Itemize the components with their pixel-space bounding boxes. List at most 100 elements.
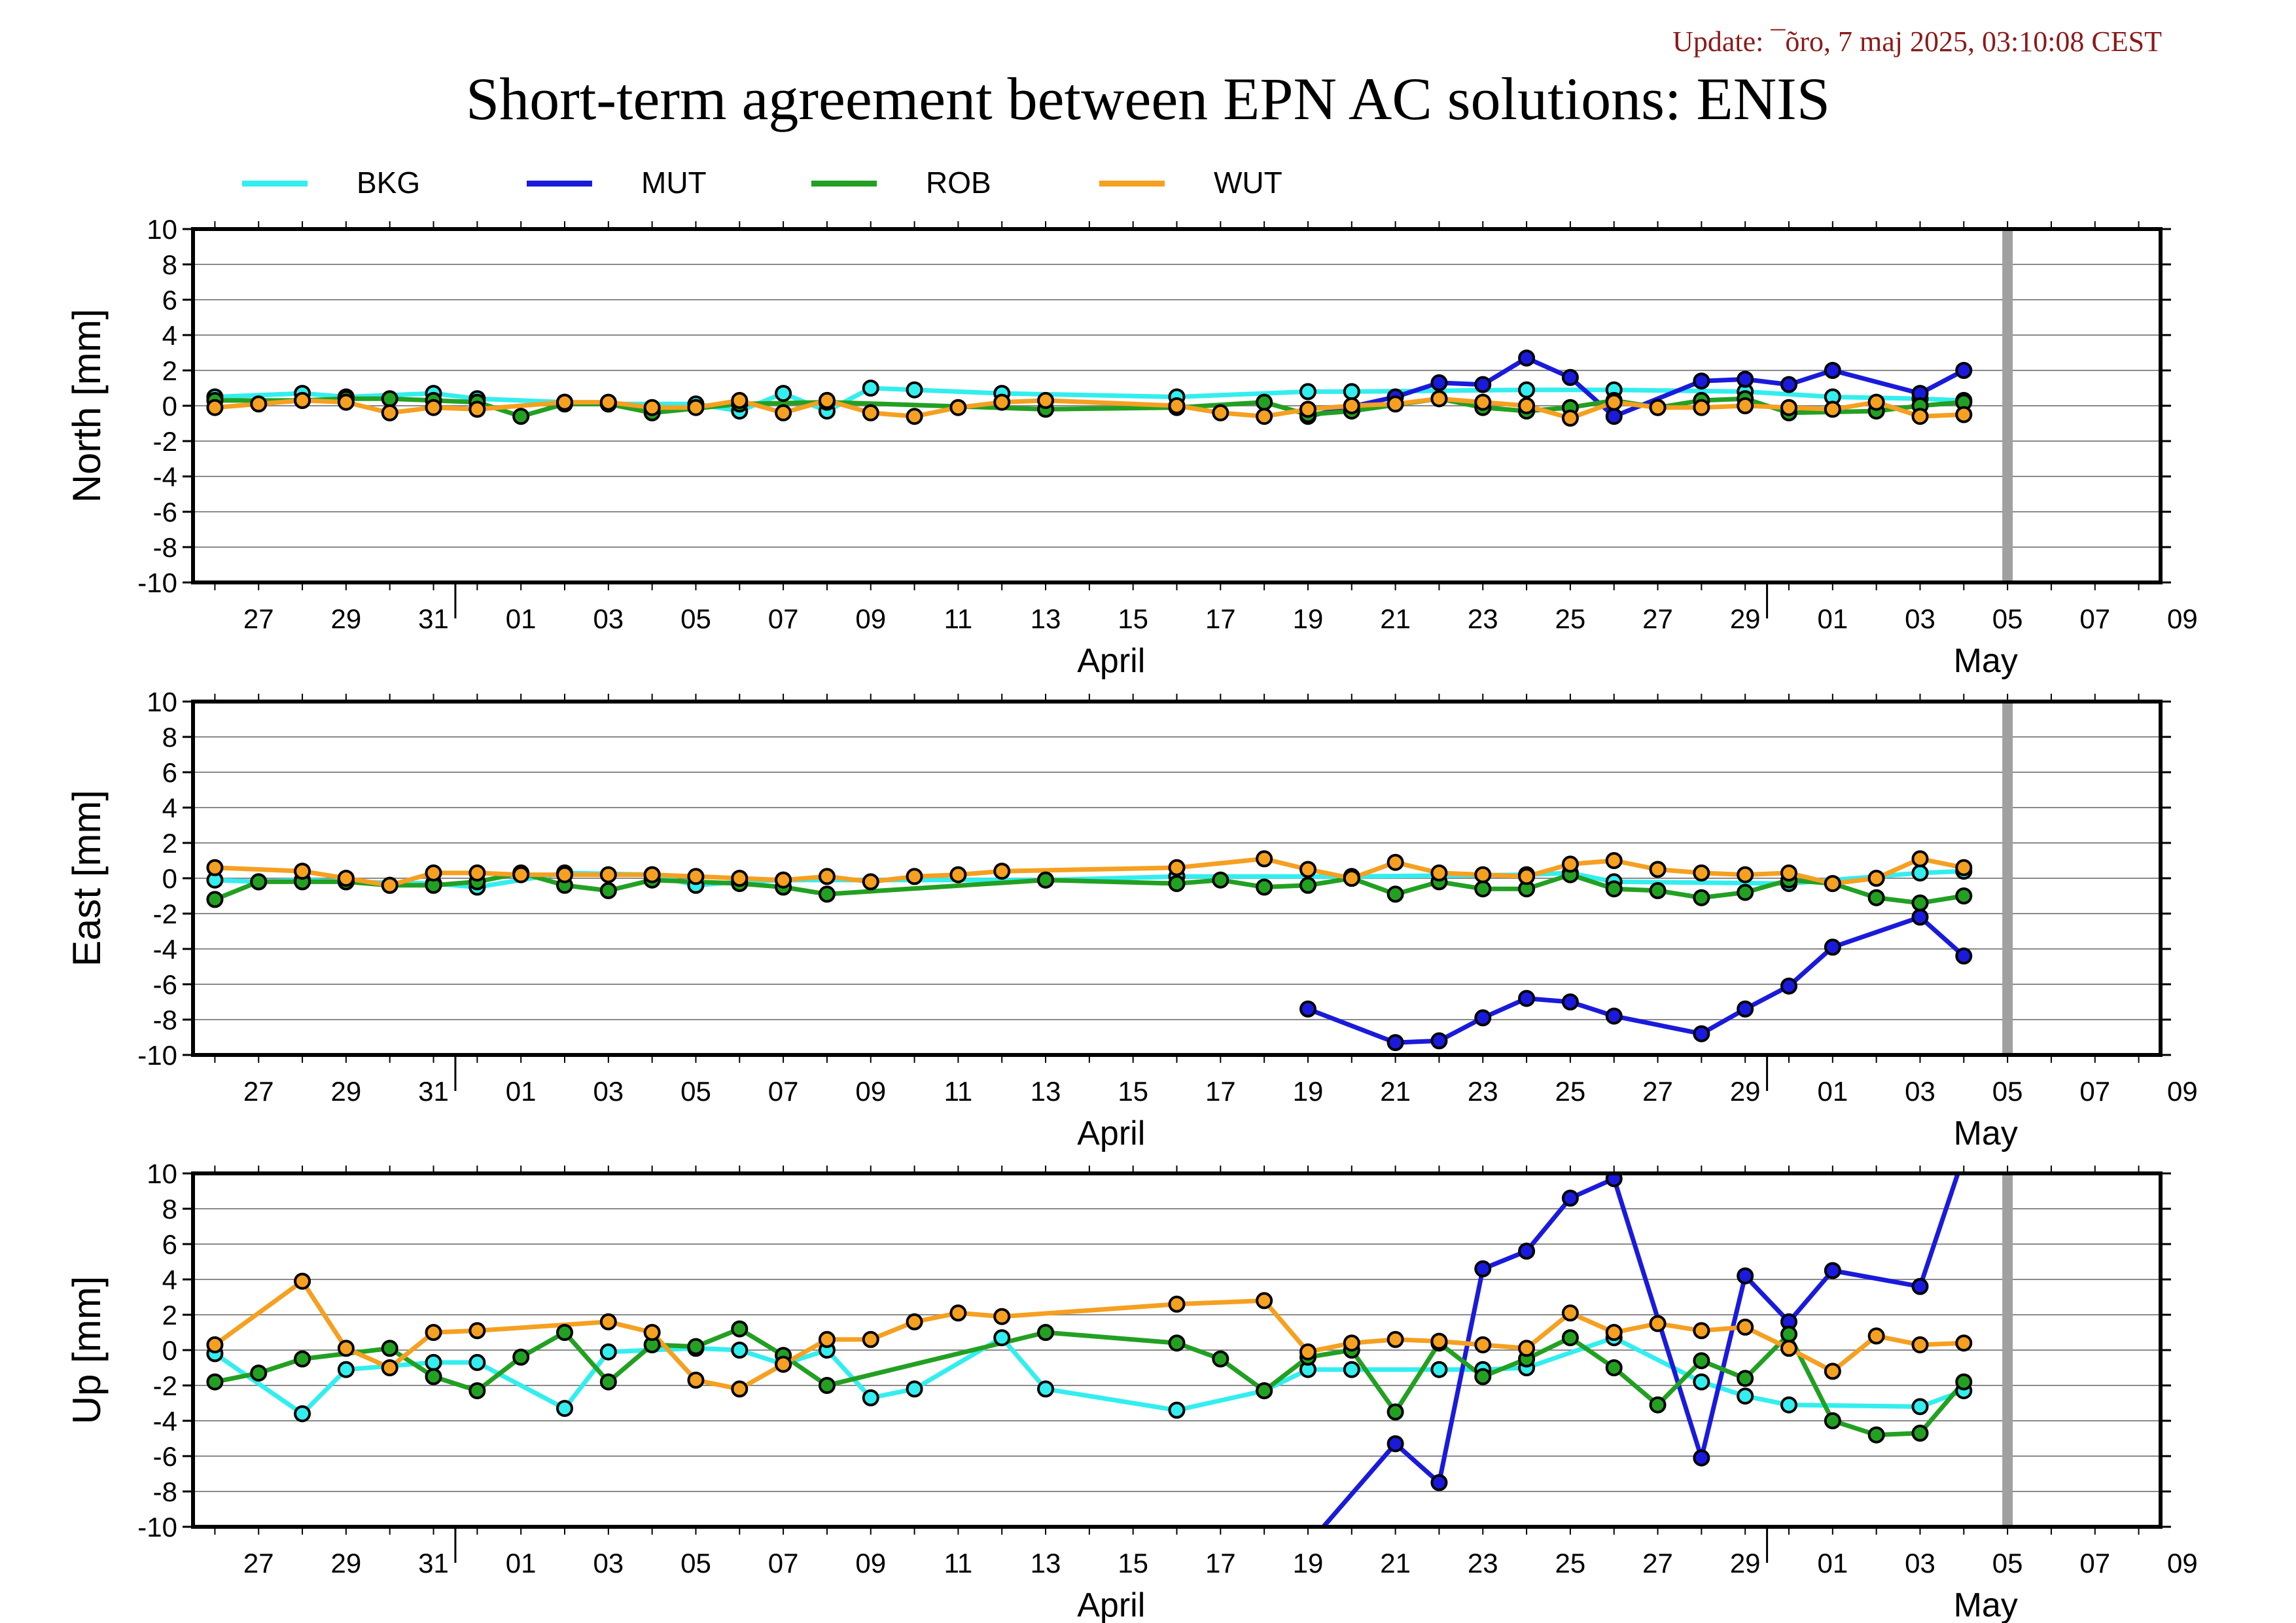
- data-point-wut: [294, 391, 311, 409]
- data-point-wut: [906, 408, 923, 425]
- y-tick-label: 8: [162, 249, 177, 280]
- x-tick-label: 29: [331, 1548, 362, 1578]
- data-point-bkg: [1430, 1361, 1448, 1378]
- data-point-wut: [1737, 1318, 1754, 1336]
- data-point-rob: [250, 873, 268, 891]
- data-point-wut: [1867, 870, 1885, 887]
- legend-label-bkg: BKG: [357, 166, 421, 200]
- plot-frame: [191, 227, 2163, 584]
- data-point-wut: [599, 1313, 617, 1330]
- data-point-rob: [1605, 880, 1623, 898]
- x-tick-label: 07: [2079, 603, 2110, 634]
- data-point-wut: [862, 404, 879, 421]
- x-tick-label: 09: [2167, 603, 2198, 634]
- data-point-rob: [599, 1373, 617, 1391]
- y-axis-label: Up [mm]: [65, 1276, 109, 1425]
- data-point-wut: [1518, 397, 1536, 414]
- data-point-rob: [1037, 871, 1055, 889]
- data-point-wut: [1518, 1340, 1536, 1357]
- data-point-wut: [1693, 399, 1710, 416]
- data-point-mut: [1474, 376, 1492, 393]
- data-point-wut: [1256, 1292, 1273, 1310]
- x-tick-label: 13: [1031, 1076, 1061, 1107]
- data-point-wut: [818, 1330, 836, 1348]
- data-point-mut: [1561, 368, 1579, 386]
- data-point-wut: [1737, 866, 1754, 883]
- data-point-mut: [1780, 376, 1798, 393]
- data-point-mut: [1693, 1025, 1710, 1043]
- data-point-wut: [1780, 399, 1798, 416]
- data-point-rob: [1867, 1426, 1885, 1444]
- data-point-wut: [337, 1340, 355, 1357]
- x-tick-label: 29: [1730, 1076, 1761, 1107]
- data-point-wut: [512, 866, 530, 883]
- data-point-rob: [1474, 880, 1492, 898]
- x-tick-label: 29: [1730, 603, 1761, 634]
- data-point-rob: [1955, 1373, 1973, 1391]
- data-point-mut: [1474, 1009, 1492, 1027]
- y-tick-label: 8: [162, 1194, 177, 1224]
- data-point-wut: [775, 871, 792, 889]
- data-point-rob: [512, 408, 530, 425]
- y-tick-label: -8: [153, 1476, 177, 1507]
- data-point-bkg: [1168, 1401, 1186, 1419]
- data-point-wut: [731, 870, 749, 887]
- data-point-rob: [1911, 1424, 1929, 1442]
- y-tick-label: -2: [153, 899, 177, 929]
- x-tick-label: 03: [593, 603, 624, 634]
- y-tick-label: 0: [162, 863, 177, 894]
- legend-swatch-bkg: [242, 181, 308, 187]
- data-point-wut: [556, 393, 573, 411]
- data-point-wut: [468, 401, 486, 418]
- series-line-rob: [214, 1327, 1966, 1438]
- data-point-rob: [1649, 882, 1667, 899]
- series-group: [206, 349, 1973, 427]
- x-tick-label: 09: [855, 1548, 886, 1578]
- x-tick-label: 29: [1730, 1548, 1761, 1578]
- data-point-mut: [1518, 1242, 1536, 1260]
- data-point-wut: [294, 863, 311, 880]
- data-point-wut: [1693, 864, 1710, 882]
- data-point-bkg: [731, 1342, 749, 1359]
- data-point-wut: [1824, 1363, 1841, 1380]
- data-point-wut: [1299, 861, 1316, 878]
- data-point-mut: [1518, 349, 1536, 367]
- data-point-mut: [1561, 1189, 1579, 1207]
- data-point-rob: [731, 1320, 749, 1338]
- data-point-wut: [1605, 1324, 1623, 1341]
- x-tick-label: 21: [1380, 1548, 1411, 1578]
- x-tick-label: 11: [944, 1076, 973, 1107]
- data-point-wut: [1386, 395, 1404, 413]
- data-point-wut: [1037, 391, 1055, 409]
- y-tick-label: -8: [153, 532, 177, 563]
- data-point-bkg: [906, 381, 923, 399]
- x-tick-label: 25: [1555, 603, 1586, 634]
- data-point-wut: [1256, 850, 1273, 868]
- y-tick-label: 4: [162, 793, 177, 823]
- x-tick-label: 05: [680, 1548, 711, 1578]
- data-point-bkg: [1780, 1396, 1798, 1414]
- data-point-wut: [206, 1336, 224, 1353]
- data-point-mut: [1737, 1267, 1754, 1285]
- data-point-bkg: [599, 1343, 617, 1361]
- x-tick-label: 11: [944, 603, 973, 634]
- y-axis-label: East [mm]: [65, 790, 109, 967]
- data-point-rob: [381, 1340, 398, 1357]
- data-point-wut: [1824, 401, 1841, 418]
- x-tick-label: 05: [680, 603, 711, 634]
- series-group: [206, 850, 1973, 1052]
- data-point-wut: [206, 399, 224, 416]
- data-point-wut: [1955, 859, 1973, 876]
- x-tick-label: 01: [506, 603, 537, 634]
- x-tick-label: 07: [768, 1076, 799, 1107]
- data-point-wut: [1212, 404, 1229, 421]
- data-point-mut: [1693, 1449, 1710, 1467]
- data-point-wut: [1649, 861, 1667, 878]
- data-point-bkg: [337, 1361, 355, 1378]
- panel-2: 10 8 6 4 2 0 -2 -4 -6 -8 -10 27 29 31 01 03 05 07 09 11 13 15…: [65, 687, 2198, 1152]
- data-point-wut: [1693, 1322, 1710, 1340]
- data-point-wut: [1343, 397, 1360, 414]
- data-point-mut: [1561, 993, 1579, 1010]
- data-point-rob: [1168, 1334, 1186, 1352]
